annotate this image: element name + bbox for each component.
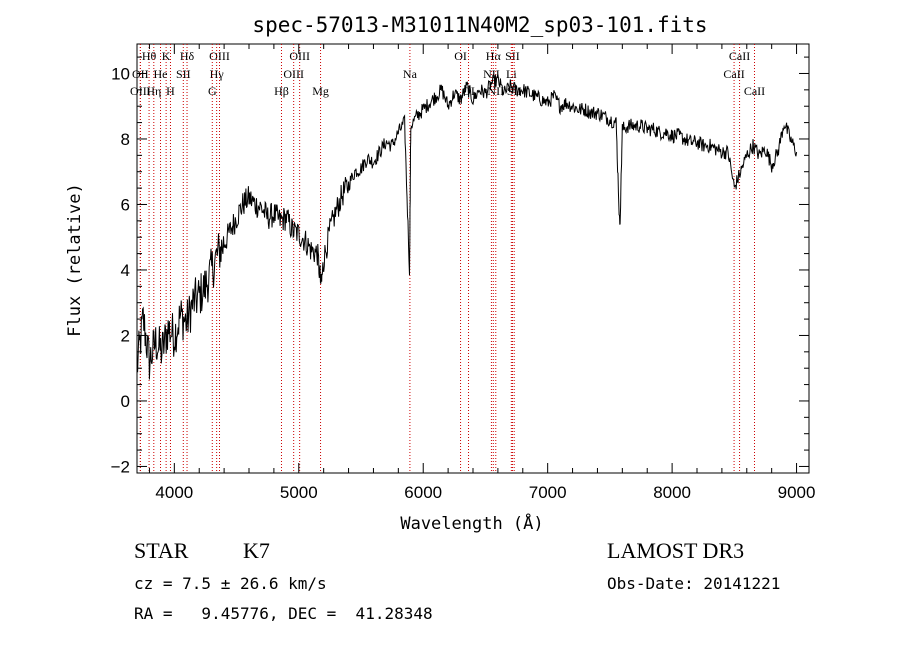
object-class: STAR [134, 538, 189, 563]
axis-ticks: 4000 5000 6000 7000 8000 9000 −2 0 2 4 6 8 10 [111, 44, 816, 502]
x-tick-label: 7000 [529, 483, 567, 502]
chart-title: spec-57013-M31011N40M2_sp03-101.fits [252, 13, 707, 37]
marker-label: CaII [744, 84, 765, 98]
y-tick-label: 8 [121, 130, 130, 149]
marker-label: Hη [146, 84, 161, 98]
spectrum-line [136, 74, 798, 380]
marker-label: SII [176, 67, 191, 81]
redshift-text: cz = 7.5 ± 26.6 km/s [134, 574, 327, 593]
x-tick-label: 5000 [280, 483, 318, 502]
marker-label: OIII [289, 49, 310, 63]
marker-label: CaII [723, 67, 744, 81]
x-axis-label: Wavelength (Å) [400, 512, 543, 534]
marker-label: G [208, 84, 217, 98]
plot-frame [136, 43, 810, 474]
object-subclass: K7 [243, 538, 270, 563]
x-tick-label: 9000 [778, 483, 816, 502]
marker-label: SII [505, 49, 520, 63]
y-tick-label: −2 [111, 457, 130, 476]
y-axis-label: Flux (relative) [65, 183, 85, 337]
marker-label: NII [483, 67, 500, 81]
survey-name: LAMOST DR3 [607, 538, 745, 563]
marker-label: Hγ [210, 67, 225, 81]
marker-label: OIII [283, 67, 304, 81]
x-tick-label: 8000 [653, 483, 691, 502]
x-tick-label: 6000 [404, 483, 442, 502]
marker-label: Hδ [180, 49, 195, 63]
marker-label: Mg [312, 84, 329, 98]
marker-label: Hα [486, 49, 502, 63]
marker-label: OIII [209, 49, 230, 63]
marker-label: OIII [130, 84, 151, 98]
marker-label: Hβ [274, 84, 289, 98]
marker-label: Li [506, 67, 517, 81]
coordinates-text: RA = 9.45776, DEC = 41.28348 [134, 604, 433, 623]
obs-date-text: Obs-Date: 20141221 [607, 574, 781, 593]
marker-label: Hθ [142, 49, 157, 63]
marker-label: K [162, 49, 171, 63]
marker-label: He [154, 67, 168, 81]
marker-label: Na [403, 67, 418, 81]
marker-label: NII [487, 84, 504, 98]
y-tick-label: 0 [121, 392, 130, 411]
marker-label: OI [454, 49, 467, 63]
x-tick-label: 4000 [155, 483, 193, 502]
y-tick-label: 4 [121, 261, 130, 280]
y-tick-label: 10 [111, 64, 130, 83]
y-tick-label: 6 [121, 195, 130, 214]
marker-label: CaII [729, 49, 750, 63]
y-tick-label: 2 [121, 326, 130, 345]
marker-label: H [166, 84, 175, 98]
